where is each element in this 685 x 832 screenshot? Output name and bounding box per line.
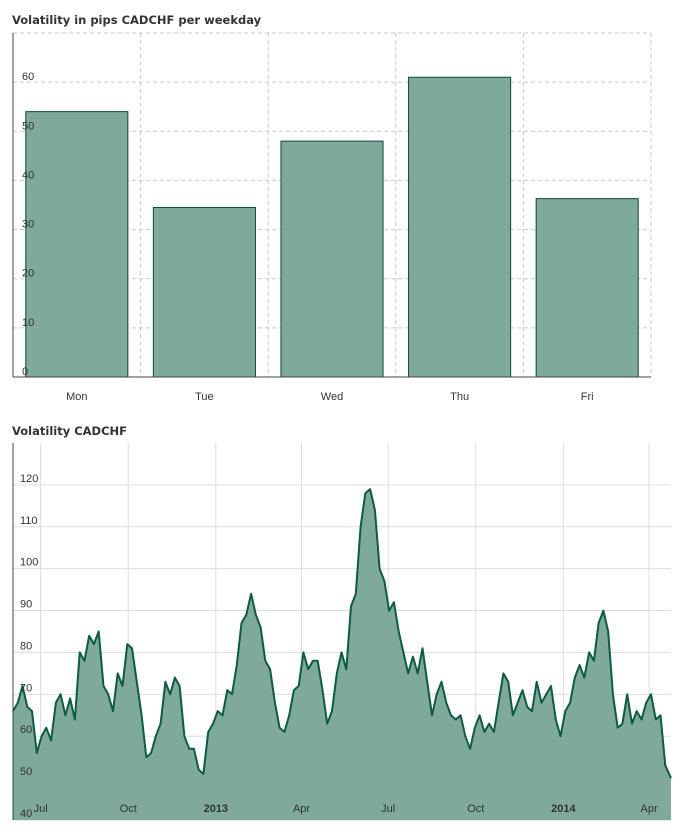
y-tick-label: 50: [22, 120, 34, 132]
y-tick-label: 60: [22, 71, 34, 83]
y-tick-label: 60: [20, 724, 32, 736]
x-tick-label: Thu: [450, 391, 469, 403]
y-tick-label: 110: [20, 515, 38, 527]
x-tick-label: Apr: [641, 803, 658, 815]
timeline-volatility-chart: Volatility CADCHF 40 50 60 70 80 90 100 110 120 J…: [0, 415, 685, 832]
y-tick-label: 30: [22, 219, 34, 231]
x-tick-label: Wed: [321, 391, 343, 403]
x-tick-label: Apr: [293, 803, 310, 815]
x-tick-label: Oct: [120, 803, 137, 815]
x-tick-label: Tue: [195, 391, 214, 403]
y-tick-label: 90: [20, 599, 32, 611]
bar-fri: [535, 198, 639, 378]
volatility-line: [12, 488, 672, 779]
weekday-volatility-chart: Volatility in pips CADCHF per weekday 0 1…: [0, 0, 685, 415]
x-tick-label: Fri: [581, 391, 594, 403]
y-tick-label: 50: [20, 766, 32, 778]
y-tick-label: 100: [20, 557, 38, 569]
x-tick-label: Jul: [381, 803, 395, 815]
bar-tue: [152, 206, 256, 378]
x-tick-label: 2014: [551, 803, 576, 815]
y-tick-label: 120: [20, 473, 38, 485]
x-tick-label: Mon: [66, 391, 87, 403]
bar-wed: [280, 140, 384, 378]
x-tick-label: Jul: [34, 803, 48, 815]
x-tick-label: Oct: [467, 803, 484, 815]
y-tick-label: 0: [22, 366, 28, 378]
bar-thu: [408, 76, 512, 378]
y-tick-label: 40: [22, 169, 34, 181]
bar-mon: [25, 111, 129, 378]
x-tick-label: 2013: [204, 803, 228, 815]
weekday-chart-title: Volatility in pips CADCHF per weekday: [12, 13, 262, 27]
y-tick-label: 20: [22, 268, 34, 280]
y-tick-label: 80: [20, 640, 32, 652]
y-tick-label: 10: [22, 317, 34, 329]
weekday-chart-svg: 0 10 20 30 40 50 60 Mon Tue Wed Thu Fri: [12, 32, 652, 403]
y-tick-label: 70: [20, 682, 32, 694]
timeline-chart-title: Volatility CADCHF: [12, 424, 127, 438]
y-tick-label: 40: [20, 808, 32, 820]
timeline-chart-svg: 40 50 60 70 80 90 100 110 120 Jul Oct 2013 Apr Jul Oct…: [12, 443, 672, 821]
